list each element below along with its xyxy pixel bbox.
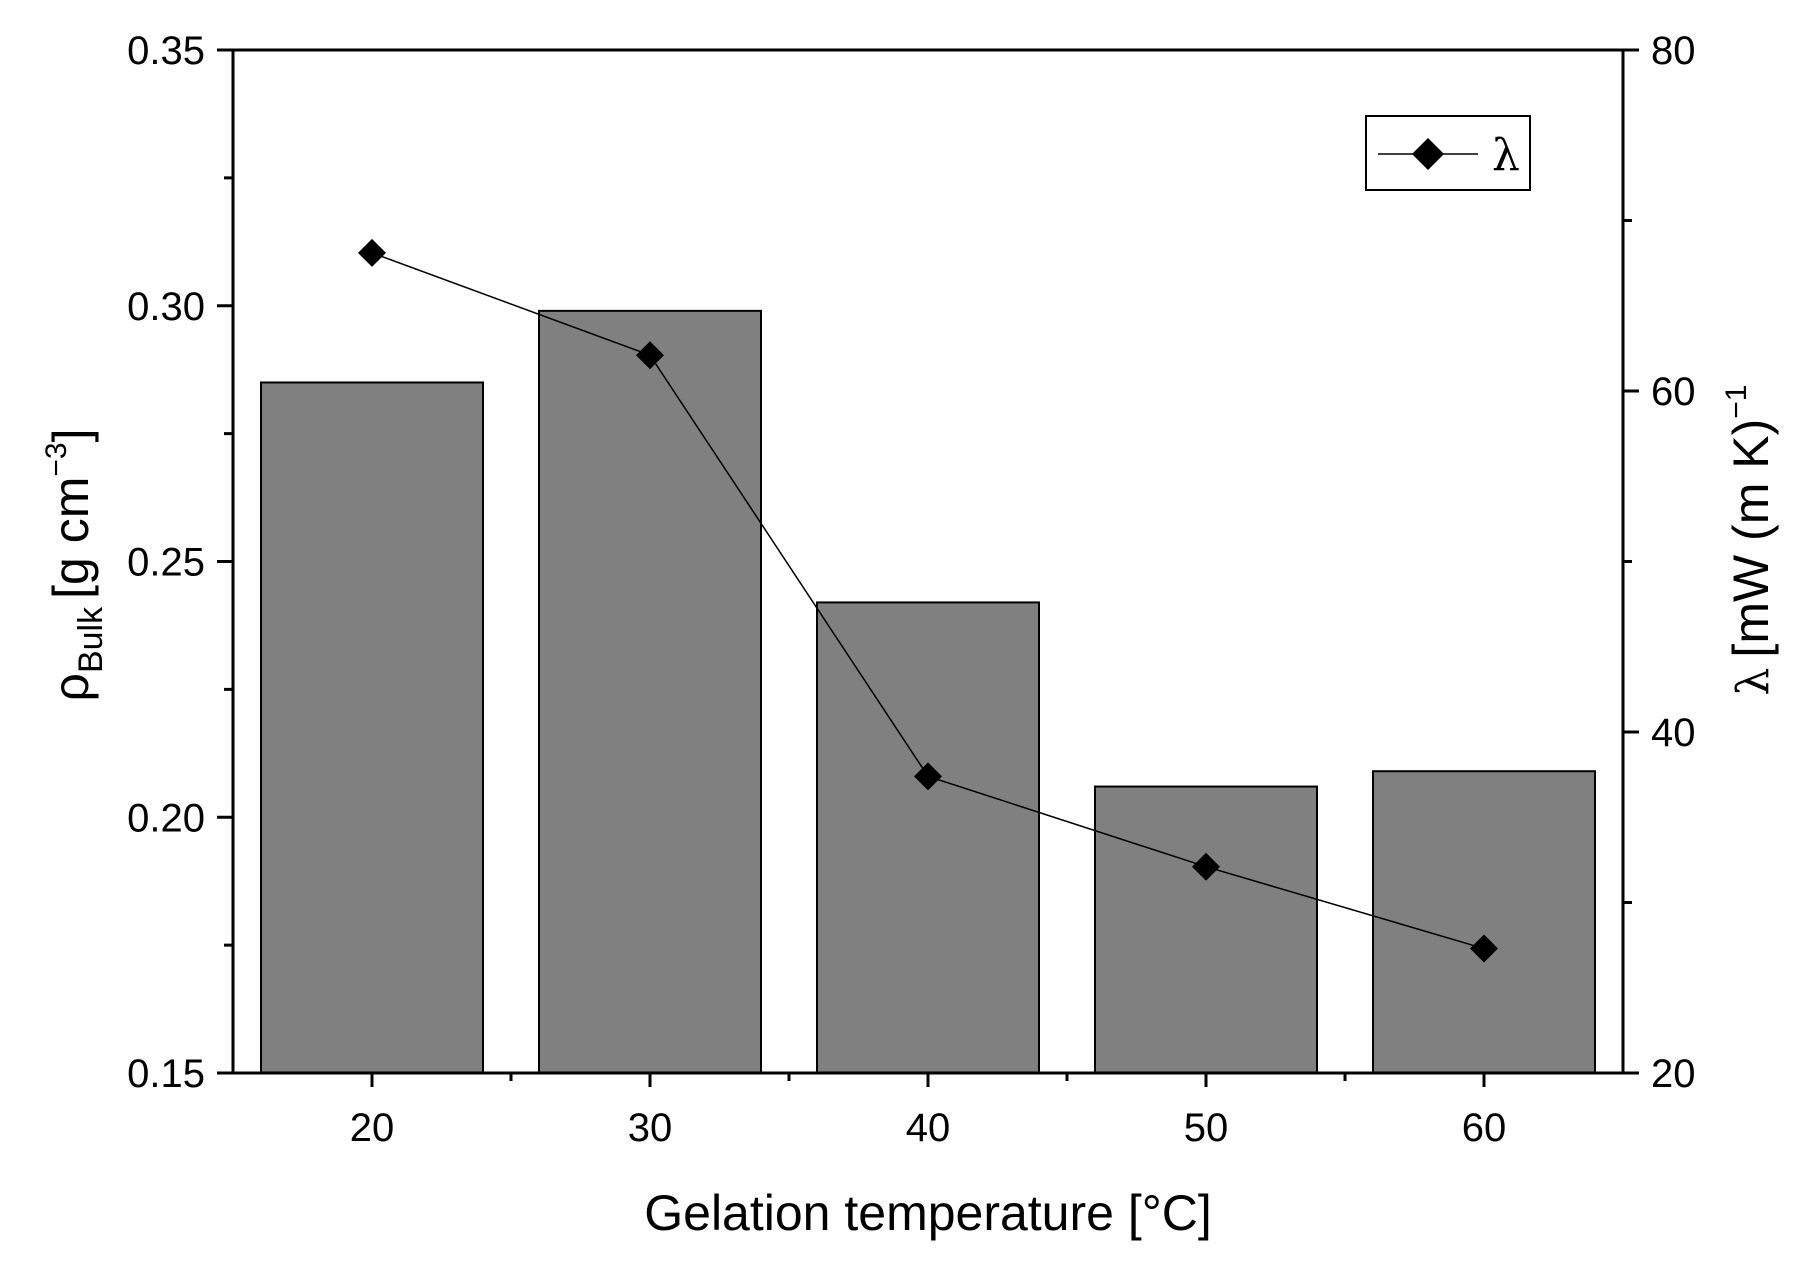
x-tick-label-40: 40 (906, 1106, 951, 1150)
left-axis-unit-end: ] (43, 429, 99, 443)
right-axis-unit: [mW (m K) (1723, 419, 1779, 658)
lambda-point-40 (914, 762, 942, 791)
legend-label: λ (1492, 130, 1520, 181)
x-tick-label-20: 20 (350, 1106, 395, 1150)
lambda-point-30 (636, 341, 664, 370)
bar-series (260, 309, 1596, 1075)
left-tick-label-0.30: 0.30 (127, 285, 205, 329)
line-series (358, 238, 1498, 963)
right-axis-superscript: −1 (1720, 385, 1753, 419)
x-axis: 20 30 40 50 60 (350, 1073, 1507, 1150)
bar-30 (538, 309, 762, 1074)
lambda-point-20 (358, 238, 386, 267)
left-axis-superscript: −3 (40, 442, 73, 476)
legend-diamond-icon (1412, 138, 1444, 170)
left-axis-unit: [g cm (43, 477, 99, 599)
right-axis-title: λ [mW (m K)−1 (1720, 385, 1779, 696)
left-tick-label-0.25: 0.25 (127, 541, 205, 585)
lambda-markers (358, 238, 1498, 963)
bar-60 (1372, 770, 1596, 1075)
bar-50 (1094, 785, 1318, 1074)
left-y-axis: 0.15 0.20 0.25 0.30 0.35 (127, 29, 233, 1096)
bar-20 (260, 381, 484, 1075)
right-tick-label-60: 60 (1651, 370, 1696, 414)
right-axis-symbol: λ (1728, 668, 1779, 696)
right-tick-label-40: 40 (1651, 711, 1696, 755)
left-axis-title: ρBulk [g cm−3] (40, 429, 110, 702)
lambda-point-60 (1470, 934, 1498, 963)
x-tick-label-50: 50 (1184, 1106, 1229, 1150)
right-y-axis: 20 40 60 80 (1623, 29, 1696, 1096)
x-tick-label-30: 30 (628, 1106, 673, 1150)
legend-box (1365, 115, 1531, 191)
legend: λ (1365, 115, 1531, 191)
left-axis-subscript: Bulk (72, 606, 110, 673)
left-tick-label-0.15: 0.15 (127, 1052, 205, 1096)
right-tick-label-20: 20 (1651, 1052, 1696, 1096)
x-tick-label-60: 60 (1462, 1106, 1507, 1150)
x-axis-title: Gelation temperature [°C] (644, 1185, 1211, 1241)
right-tick-label-80: 80 (1651, 29, 1696, 73)
lambda-point-50 (1192, 852, 1220, 881)
left-axis-symbol: ρ (43, 673, 99, 701)
left-tick-label-0.20: 0.20 (127, 796, 205, 840)
bar-40 (816, 601, 1040, 1074)
left-tick-label-0.35: 0.35 (127, 29, 205, 73)
